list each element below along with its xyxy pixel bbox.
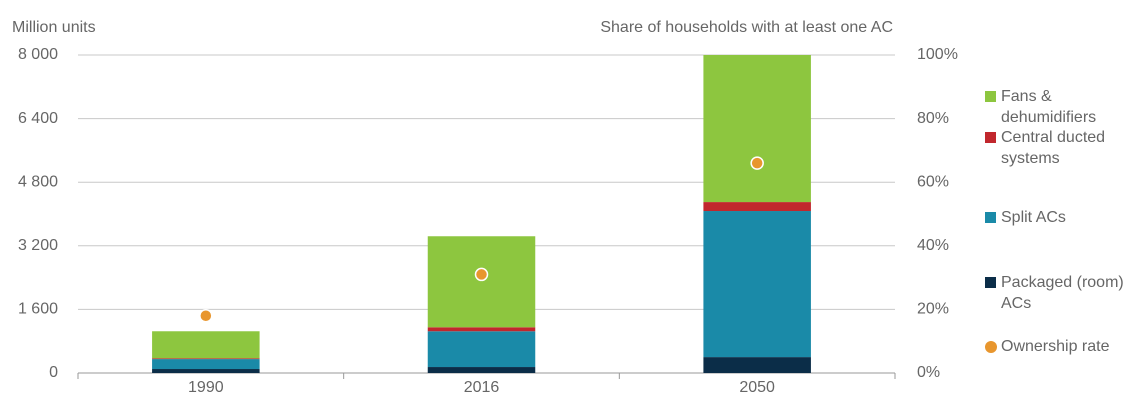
- y2-tick-label: 40%: [917, 237, 949, 254]
- ownership-dot: [199, 309, 213, 323]
- legend-swatch: [985, 132, 996, 143]
- y2-axis-title: Share of households with at least one AC: [600, 19, 893, 36]
- legend-label: Ownership rate: [1001, 338, 1110, 355]
- bar-segment: [703, 211, 811, 358]
- legend-label: Fans & dehumidifiers: [1001, 88, 1097, 126]
- legend-swatch: [985, 277, 996, 288]
- y2-tick-label: 60%: [917, 173, 949, 190]
- legend-label: Split ACs: [1001, 209, 1066, 226]
- bar-segment: [427, 367, 536, 373]
- y-axis-title: Million units: [12, 19, 96, 36]
- x-tick-label: 2050: [739, 379, 775, 396]
- y2-tick-label: 100%: [917, 46, 958, 63]
- bar-segment: [427, 236, 536, 328]
- bar-segment: [152, 331, 260, 359]
- legend-label: Central ducted systems: [1001, 129, 1106, 167]
- legend-swatch: [985, 341, 997, 353]
- legend-swatch: [985, 91, 996, 102]
- legend-item: Packaged (room) ACs: [985, 272, 1145, 314]
- ownership-dot: [474, 267, 489, 282]
- y2-tick-label: 0%: [917, 364, 940, 381]
- y-tick-label: 8 000: [18, 46, 58, 63]
- bar-segment: [703, 202, 811, 212]
- ownership-dot: [750, 156, 764, 170]
- y2-tick-label: 20%: [917, 301, 949, 318]
- legend-swatch: [985, 212, 996, 223]
- bar-segment: [427, 327, 536, 332]
- bar-segment: [427, 331, 536, 368]
- x-tick-label: 1990: [188, 379, 224, 396]
- y-tick-label: 4 800: [18, 173, 58, 190]
- y-tick-label: 0: [49, 364, 58, 381]
- bar-segment: [703, 55, 811, 203]
- bar-segment: [152, 358, 260, 360]
- legend-item: Ownership rate: [985, 336, 1145, 357]
- bar-segment: [152, 369, 260, 373]
- y-tick-label: 6 400: [18, 110, 58, 127]
- x-tick-label: 2016: [464, 379, 500, 396]
- y-tick-label: 3 200: [18, 237, 58, 254]
- y-tick-label: 1 600: [18, 301, 58, 318]
- legend-item: Central ducted systems: [985, 127, 1145, 169]
- y2-tick-label: 80%: [917, 110, 949, 127]
- bar-segment: [152, 359, 260, 370]
- legend-item: Split ACs: [985, 207, 1145, 228]
- bar-segment: [703, 357, 811, 373]
- legend-label: Packaged (room) ACs: [1001, 274, 1124, 312]
- legend-item: Fans & dehumidifiers: [985, 86, 1145, 128]
